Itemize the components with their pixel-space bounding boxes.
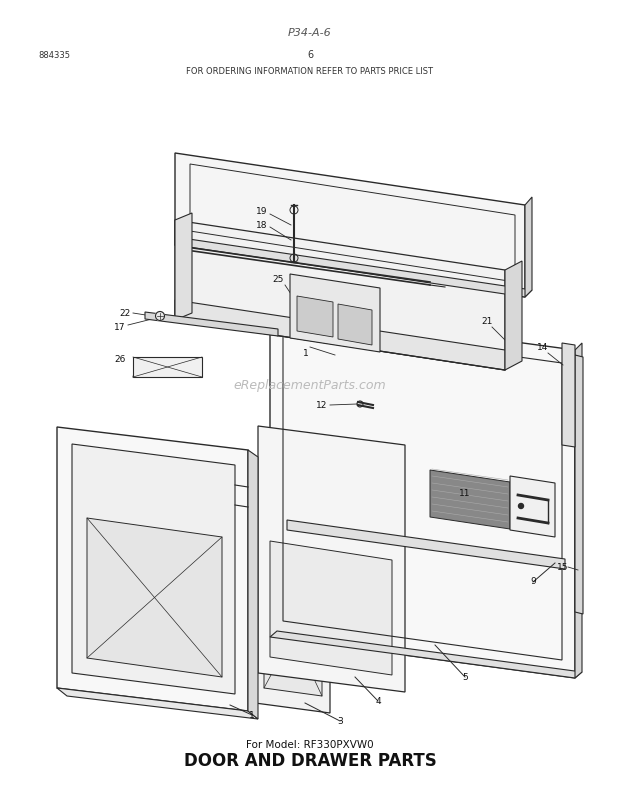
Polygon shape	[175, 213, 192, 320]
Text: 884335: 884335	[38, 50, 70, 60]
Text: DOOR AND DRAWER PARTS: DOOR AND DRAWER PARTS	[184, 752, 436, 770]
Text: 14: 14	[538, 342, 549, 352]
Text: 21: 21	[481, 317, 493, 327]
Circle shape	[156, 312, 164, 320]
Text: 6: 6	[307, 50, 313, 60]
Text: 19: 19	[256, 207, 268, 217]
Polygon shape	[175, 300, 505, 370]
Polygon shape	[248, 450, 258, 719]
Text: 11: 11	[459, 488, 471, 498]
Text: 4: 4	[375, 696, 381, 706]
Text: 1: 1	[303, 349, 309, 357]
Polygon shape	[270, 541, 392, 675]
Polygon shape	[525, 197, 532, 297]
Polygon shape	[57, 688, 258, 719]
Polygon shape	[575, 355, 583, 614]
Text: 12: 12	[316, 400, 328, 410]
Polygon shape	[72, 444, 235, 694]
Polygon shape	[562, 343, 575, 447]
Polygon shape	[175, 153, 525, 297]
Text: FOR ORDERING INFORMATION REFER TO PARTS PRICE LIST: FOR ORDERING INFORMATION REFER TO PARTS …	[187, 67, 433, 75]
Polygon shape	[270, 631, 582, 678]
Polygon shape	[264, 572, 322, 696]
Text: 3: 3	[337, 717, 343, 725]
Polygon shape	[338, 304, 372, 345]
Text: For Model: RF330PXVW0: For Model: RF330PXVW0	[246, 740, 374, 750]
Text: 5: 5	[462, 673, 468, 681]
Text: 15: 15	[557, 563, 569, 571]
Text: 9: 9	[530, 578, 536, 586]
Polygon shape	[87, 518, 222, 677]
Polygon shape	[175, 238, 532, 297]
Polygon shape	[575, 343, 582, 678]
Text: 1: 1	[249, 710, 255, 720]
Polygon shape	[505, 261, 522, 370]
Polygon shape	[57, 427, 248, 711]
Text: 26: 26	[114, 356, 126, 364]
Polygon shape	[297, 296, 333, 337]
Polygon shape	[133, 357, 202, 377]
Polygon shape	[270, 309, 575, 678]
Polygon shape	[175, 220, 505, 370]
Text: 17: 17	[114, 323, 126, 331]
Polygon shape	[290, 274, 380, 352]
Text: 25: 25	[272, 276, 284, 284]
Text: 22: 22	[120, 309, 131, 317]
Polygon shape	[255, 467, 330, 713]
Polygon shape	[287, 520, 565, 569]
Polygon shape	[258, 426, 405, 692]
Text: P34-A-6: P34-A-6	[288, 28, 332, 38]
Text: 18: 18	[256, 221, 268, 229]
Polygon shape	[510, 476, 555, 537]
Circle shape	[518, 503, 523, 509]
Polygon shape	[145, 312, 278, 336]
Text: eReplacementParts.com: eReplacementParts.com	[234, 378, 386, 392]
Polygon shape	[430, 470, 510, 529]
